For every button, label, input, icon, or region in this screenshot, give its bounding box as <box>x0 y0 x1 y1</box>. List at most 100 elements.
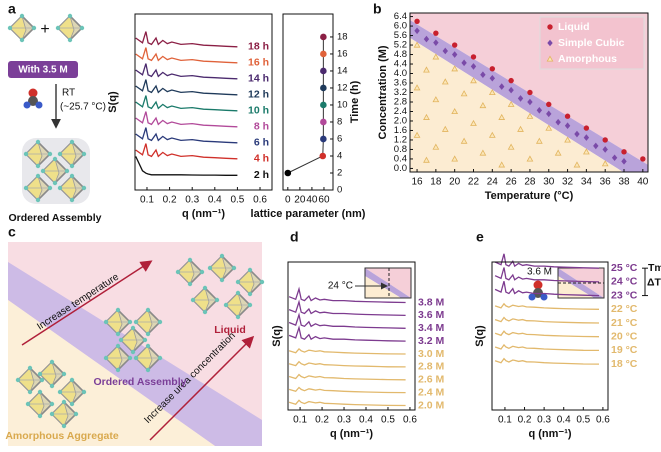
x-tick-label: 20 <box>449 177 461 188</box>
x-tick-label: 0.1 <box>498 415 512 426</box>
sq-curve <box>288 286 406 304</box>
nanoparticle-icon <box>7 13 38 44</box>
y-axis-label: Time (h) <box>349 80 361 123</box>
condition-label: RT <box>62 88 75 99</box>
sq-curve <box>135 79 238 96</box>
sq-curve <box>135 63 238 80</box>
panel-label: e <box>476 229 484 245</box>
sq-curve <box>494 281 600 297</box>
x-tick-label: 30 <box>543 177 555 188</box>
plot-frame <box>282 13 334 191</box>
sq-curve <box>135 143 238 160</box>
point <box>498 113 506 120</box>
point <box>320 67 327 75</box>
point <box>432 143 440 150</box>
series-label: 23 °C <box>611 289 638 301</box>
x-tick-label: 18 <box>430 177 442 188</box>
x-axis-label: lattice parameter (nm) <box>251 208 366 220</box>
assembly-icon <box>22 138 90 204</box>
y-tick-label: 4.4 <box>394 59 407 70</box>
point <box>451 42 458 48</box>
series-label: 2.0 M <box>418 399 445 411</box>
sq-curve <box>135 47 238 64</box>
point <box>320 84 327 92</box>
point <box>507 143 515 150</box>
series-label: 16 h <box>248 57 269 69</box>
additive-box <box>8 61 78 78</box>
x-tick-label: 22 <box>468 177 480 188</box>
point <box>602 146 608 153</box>
point <box>433 39 439 46</box>
y-tick-label: 12 <box>337 82 348 93</box>
point <box>423 66 430 73</box>
sq-curve <box>494 316 600 324</box>
legend-label: Amorphous <box>558 53 617 65</box>
sq-curve <box>135 127 238 144</box>
point <box>460 137 468 144</box>
bracket-lower: ΔT <box>647 277 661 289</box>
point <box>564 122 571 130</box>
x-tick-label: 26 <box>506 177 518 188</box>
x-tick-label: 0 <box>285 195 291 206</box>
scheme-c: c Increase temperature Increase urea con… <box>5 224 266 446</box>
point <box>517 95 524 102</box>
point <box>508 77 514 84</box>
legend-marker <box>547 39 553 47</box>
x-tick-label: 20 <box>294 195 306 206</box>
point <box>413 84 421 91</box>
nanoparticle-icon <box>54 13 86 44</box>
point <box>451 65 459 72</box>
sq-curve <box>288 373 406 381</box>
sq-curve <box>288 312 406 329</box>
x-tick-label: 0.4 <box>208 195 222 206</box>
y-tick-label: 2 <box>337 168 342 179</box>
series-label: 18 °C <box>611 358 638 370</box>
point <box>441 125 449 132</box>
y-tick-label: 4.0 <box>394 68 407 79</box>
x-axis-label: q (nm⁻¹) <box>528 428 571 440</box>
point <box>479 102 487 109</box>
x-axis-label: Temperature (°C) <box>485 190 574 202</box>
point <box>536 106 543 114</box>
point <box>621 149 627 155</box>
y-tick-label: 8 <box>337 116 342 127</box>
x-tick-label: 0.2 <box>518 415 532 426</box>
point <box>517 125 524 132</box>
sq-curve <box>494 357 600 365</box>
point <box>546 101 552 108</box>
x-tick-label: 38 <box>618 177 630 188</box>
plot-frame <box>287 261 416 411</box>
point <box>546 110 552 118</box>
y-tick-label: 2.0 <box>394 115 407 126</box>
panel-label: d <box>290 229 299 245</box>
point <box>488 131 496 138</box>
point <box>319 152 327 160</box>
x-axis-label: q (nm⁻¹) <box>182 208 225 220</box>
sq-curve <box>135 111 238 128</box>
point <box>583 148 590 155</box>
inset-label: 3.6 M <box>527 267 552 278</box>
point <box>414 27 420 35</box>
sq-curve <box>494 343 600 352</box>
point <box>535 137 543 144</box>
point <box>320 101 327 109</box>
x-tick-label: 0.2 <box>163 195 177 206</box>
series-label: 19 °C <box>611 344 638 356</box>
x-tick-label: 0.3 <box>537 415 551 426</box>
series-label: 25 °C <box>611 262 638 274</box>
legend-marker <box>546 55 554 62</box>
series-label: 24 °C <box>611 276 638 288</box>
series-label: 18 h <box>248 41 269 53</box>
x-tick-label: 32 <box>562 177 574 188</box>
point <box>507 100 515 107</box>
x-tick-label: 40 <box>306 195 318 206</box>
sq-curve <box>135 156 238 176</box>
x-tick-label: 16 <box>411 177 423 188</box>
x-tick-label: 0.1 <box>293 415 307 426</box>
point <box>413 131 421 138</box>
series-label: 2.8 M <box>418 361 445 373</box>
sq-curve <box>135 95 238 112</box>
x-tick-label: 36 <box>600 177 612 188</box>
x-tick-label: 0.5 <box>230 195 244 206</box>
panel-label: a <box>8 1 16 17</box>
